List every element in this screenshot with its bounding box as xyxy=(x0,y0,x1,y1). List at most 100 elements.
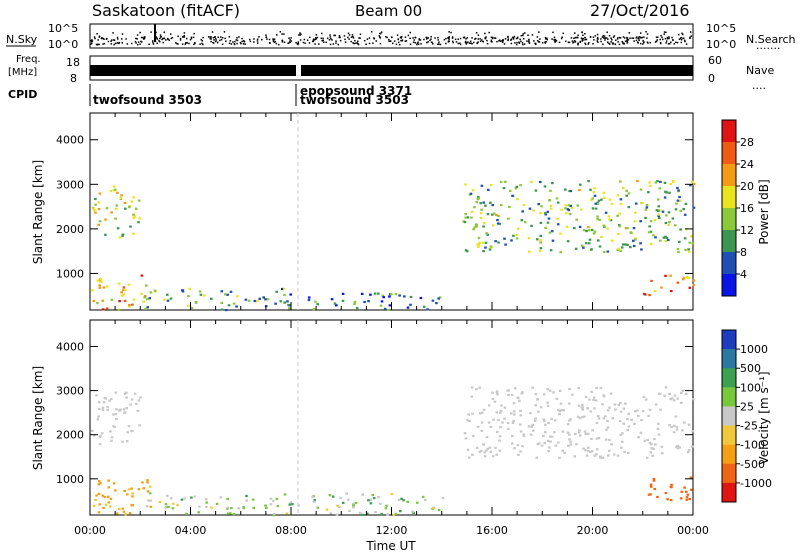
noise-point xyxy=(213,36,216,38)
data-cell xyxy=(148,297,151,300)
data-cell xyxy=(616,454,620,457)
data-cell xyxy=(480,421,484,424)
data-cell xyxy=(194,301,198,304)
data-cell xyxy=(146,479,149,482)
colorbar-swatch xyxy=(722,425,736,445)
noise-point xyxy=(623,37,626,39)
data-cell xyxy=(463,432,467,435)
noise-point xyxy=(210,40,212,43)
data-cell xyxy=(670,425,673,429)
noise-point xyxy=(114,42,117,45)
noise-point xyxy=(582,34,584,37)
noise-point xyxy=(209,37,211,40)
nave-label: Nave xyxy=(746,64,774,77)
noise-point xyxy=(493,37,496,39)
noise-point xyxy=(167,37,169,40)
noise-point xyxy=(596,33,599,36)
data-cell xyxy=(626,227,629,230)
noise-point xyxy=(522,34,524,37)
data-cell xyxy=(627,206,631,209)
noise-point xyxy=(412,37,414,39)
noise-point xyxy=(515,37,518,40)
colorbar-swatch xyxy=(722,349,736,369)
noise-point xyxy=(235,39,238,41)
data-cell xyxy=(367,300,370,303)
noise-point xyxy=(535,43,537,46)
noise-point xyxy=(372,42,374,44)
data-cell xyxy=(264,504,267,507)
noise-point xyxy=(334,34,336,37)
data-cell xyxy=(579,183,582,186)
data-cell xyxy=(531,423,534,426)
noise-point xyxy=(312,40,315,43)
data-cell xyxy=(594,202,598,205)
noise-point xyxy=(407,34,410,37)
data-cell xyxy=(676,247,680,251)
noise-point xyxy=(457,38,459,41)
noise-point xyxy=(417,41,419,43)
data-cell xyxy=(577,431,581,434)
data-cell xyxy=(568,402,571,405)
data-cell xyxy=(403,295,406,298)
data-cell xyxy=(121,440,124,443)
data-cell xyxy=(167,505,170,508)
data-cell xyxy=(566,423,570,426)
data-cell xyxy=(512,419,515,422)
data-cell xyxy=(576,204,579,207)
data-cell xyxy=(595,448,599,451)
data-cell xyxy=(560,208,563,211)
noise-point xyxy=(344,38,346,41)
data-cell xyxy=(522,203,526,207)
data-cell xyxy=(484,204,487,207)
data-cell xyxy=(245,494,248,498)
data-cell xyxy=(596,218,599,221)
data-cell xyxy=(123,201,127,204)
data-cell xyxy=(640,419,643,422)
data-cell xyxy=(312,308,316,311)
data-cell xyxy=(604,211,608,214)
data-cell xyxy=(645,456,649,459)
data-cell xyxy=(210,506,213,509)
data-cell xyxy=(660,286,663,289)
noise-point xyxy=(531,34,534,36)
data-cell xyxy=(384,507,388,510)
data-cell xyxy=(495,453,499,456)
power-ytick-label: 4000 xyxy=(56,134,84,147)
data-cell xyxy=(658,209,662,212)
noise-point xyxy=(304,42,306,44)
data-cell xyxy=(411,510,414,513)
data-cell xyxy=(548,199,551,202)
data-cell xyxy=(680,490,684,493)
noise-point xyxy=(475,37,477,40)
data-cell xyxy=(663,196,667,199)
data-cell xyxy=(567,204,570,207)
noise-point xyxy=(597,41,599,43)
data-cell xyxy=(424,498,427,501)
noise-point xyxy=(533,40,535,42)
data-cell xyxy=(339,496,342,500)
noise-point xyxy=(514,42,516,44)
noise-point xyxy=(289,41,291,43)
data-cell xyxy=(98,286,102,289)
data-cell xyxy=(103,495,106,499)
data-cell xyxy=(682,278,685,281)
data-cell xyxy=(676,397,680,400)
noise-point xyxy=(221,43,224,46)
data-cell xyxy=(653,218,657,221)
colorbar-swatch xyxy=(722,444,736,465)
noise-point xyxy=(357,40,359,43)
data-cell xyxy=(581,408,584,411)
noise-point xyxy=(579,41,582,43)
noise-point xyxy=(303,38,306,41)
noise-point xyxy=(214,40,217,43)
data-cell xyxy=(507,217,510,220)
data-cell xyxy=(547,421,550,425)
data-cell xyxy=(568,419,571,422)
noise-point xyxy=(659,42,662,45)
data-cell xyxy=(97,492,101,495)
noise-point xyxy=(465,38,467,40)
data-cell xyxy=(683,213,687,216)
noise-point xyxy=(159,34,162,36)
colorbar-swatch xyxy=(722,142,736,165)
data-cell xyxy=(515,185,519,188)
